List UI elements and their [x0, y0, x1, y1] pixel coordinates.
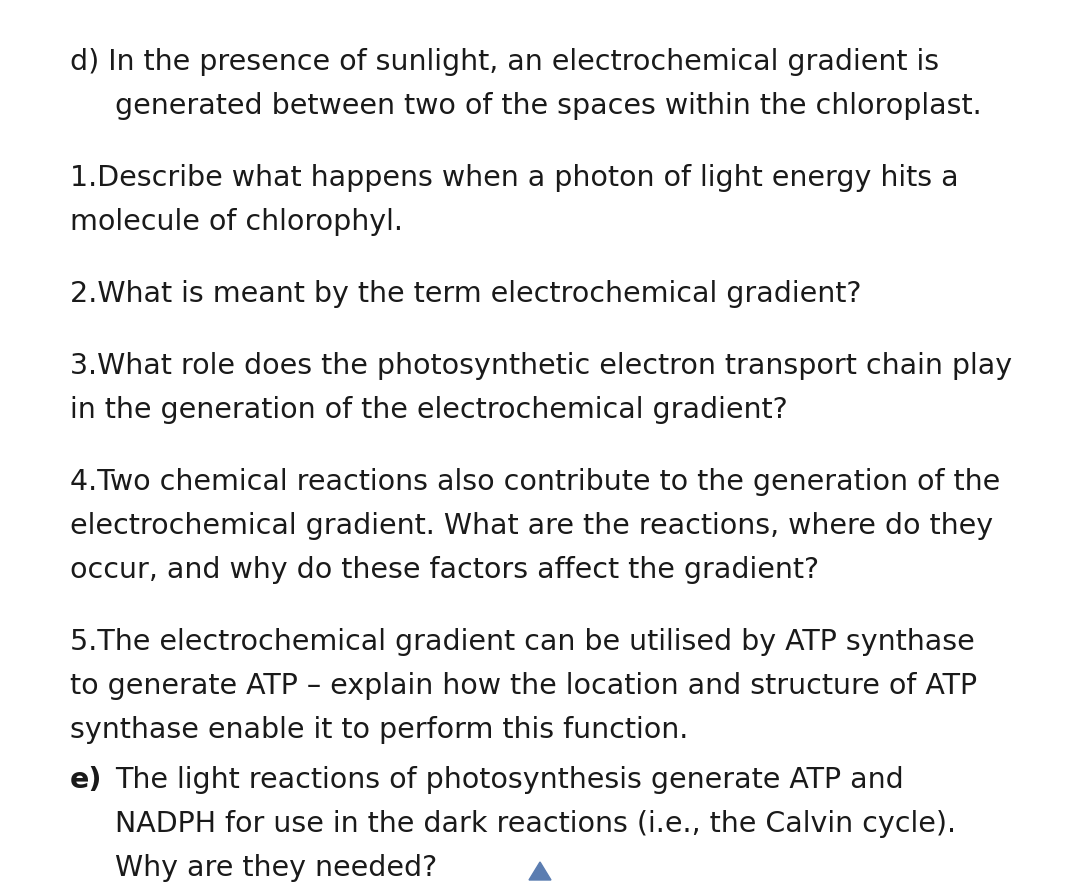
Text: in the generation of the electrochemical gradient?: in the generation of the electrochemical… — [70, 396, 787, 424]
Text: synthase enable it to perform this function.: synthase enable it to perform this funct… — [70, 716, 688, 744]
Text: 4.Two chemical reactions also contribute to the generation of the: 4.Two chemical reactions also contribute… — [70, 468, 1000, 496]
Text: Why are they needed?: Why are they needed? — [114, 854, 437, 882]
Text: generated between two of the spaces within the chloroplast.: generated between two of the spaces with… — [114, 92, 982, 120]
Text: molecule of chlorophyl.: molecule of chlorophyl. — [70, 208, 403, 236]
Text: d) In the presence of sunlight, an electrochemical gradient is: d) In the presence of sunlight, an elect… — [70, 48, 940, 76]
Text: NADPH for use in the dark reactions (i.e., the Calvin cycle).: NADPH for use in the dark reactions (i.e… — [114, 810, 956, 838]
Text: electrochemical gradient. What are the reactions, where do they: electrochemical gradient. What are the r… — [70, 512, 994, 540]
Text: to generate ATP – explain how the location and structure of ATP: to generate ATP – explain how the locati… — [70, 672, 977, 700]
Text: 3.What role does the photosynthetic electron transport chain play: 3.What role does the photosynthetic elec… — [70, 352, 1012, 380]
Text: 5.The electrochemical gradient can be utilised by ATP synthase: 5.The electrochemical gradient can be ut… — [70, 628, 975, 656]
Text: e): e) — [70, 766, 103, 794]
Text: 2.What is meant by the term electrochemical gradient?: 2.What is meant by the term electrochemi… — [70, 280, 862, 308]
Text: occur, and why do these factors affect the gradient?: occur, and why do these factors affect t… — [70, 556, 819, 584]
Text: The light reactions of photosynthesis generate ATP and: The light reactions of photosynthesis ge… — [114, 766, 904, 794]
Text: 1.Describe what happens when a photon of light energy hits a: 1.Describe what happens when a photon of… — [70, 164, 959, 192]
